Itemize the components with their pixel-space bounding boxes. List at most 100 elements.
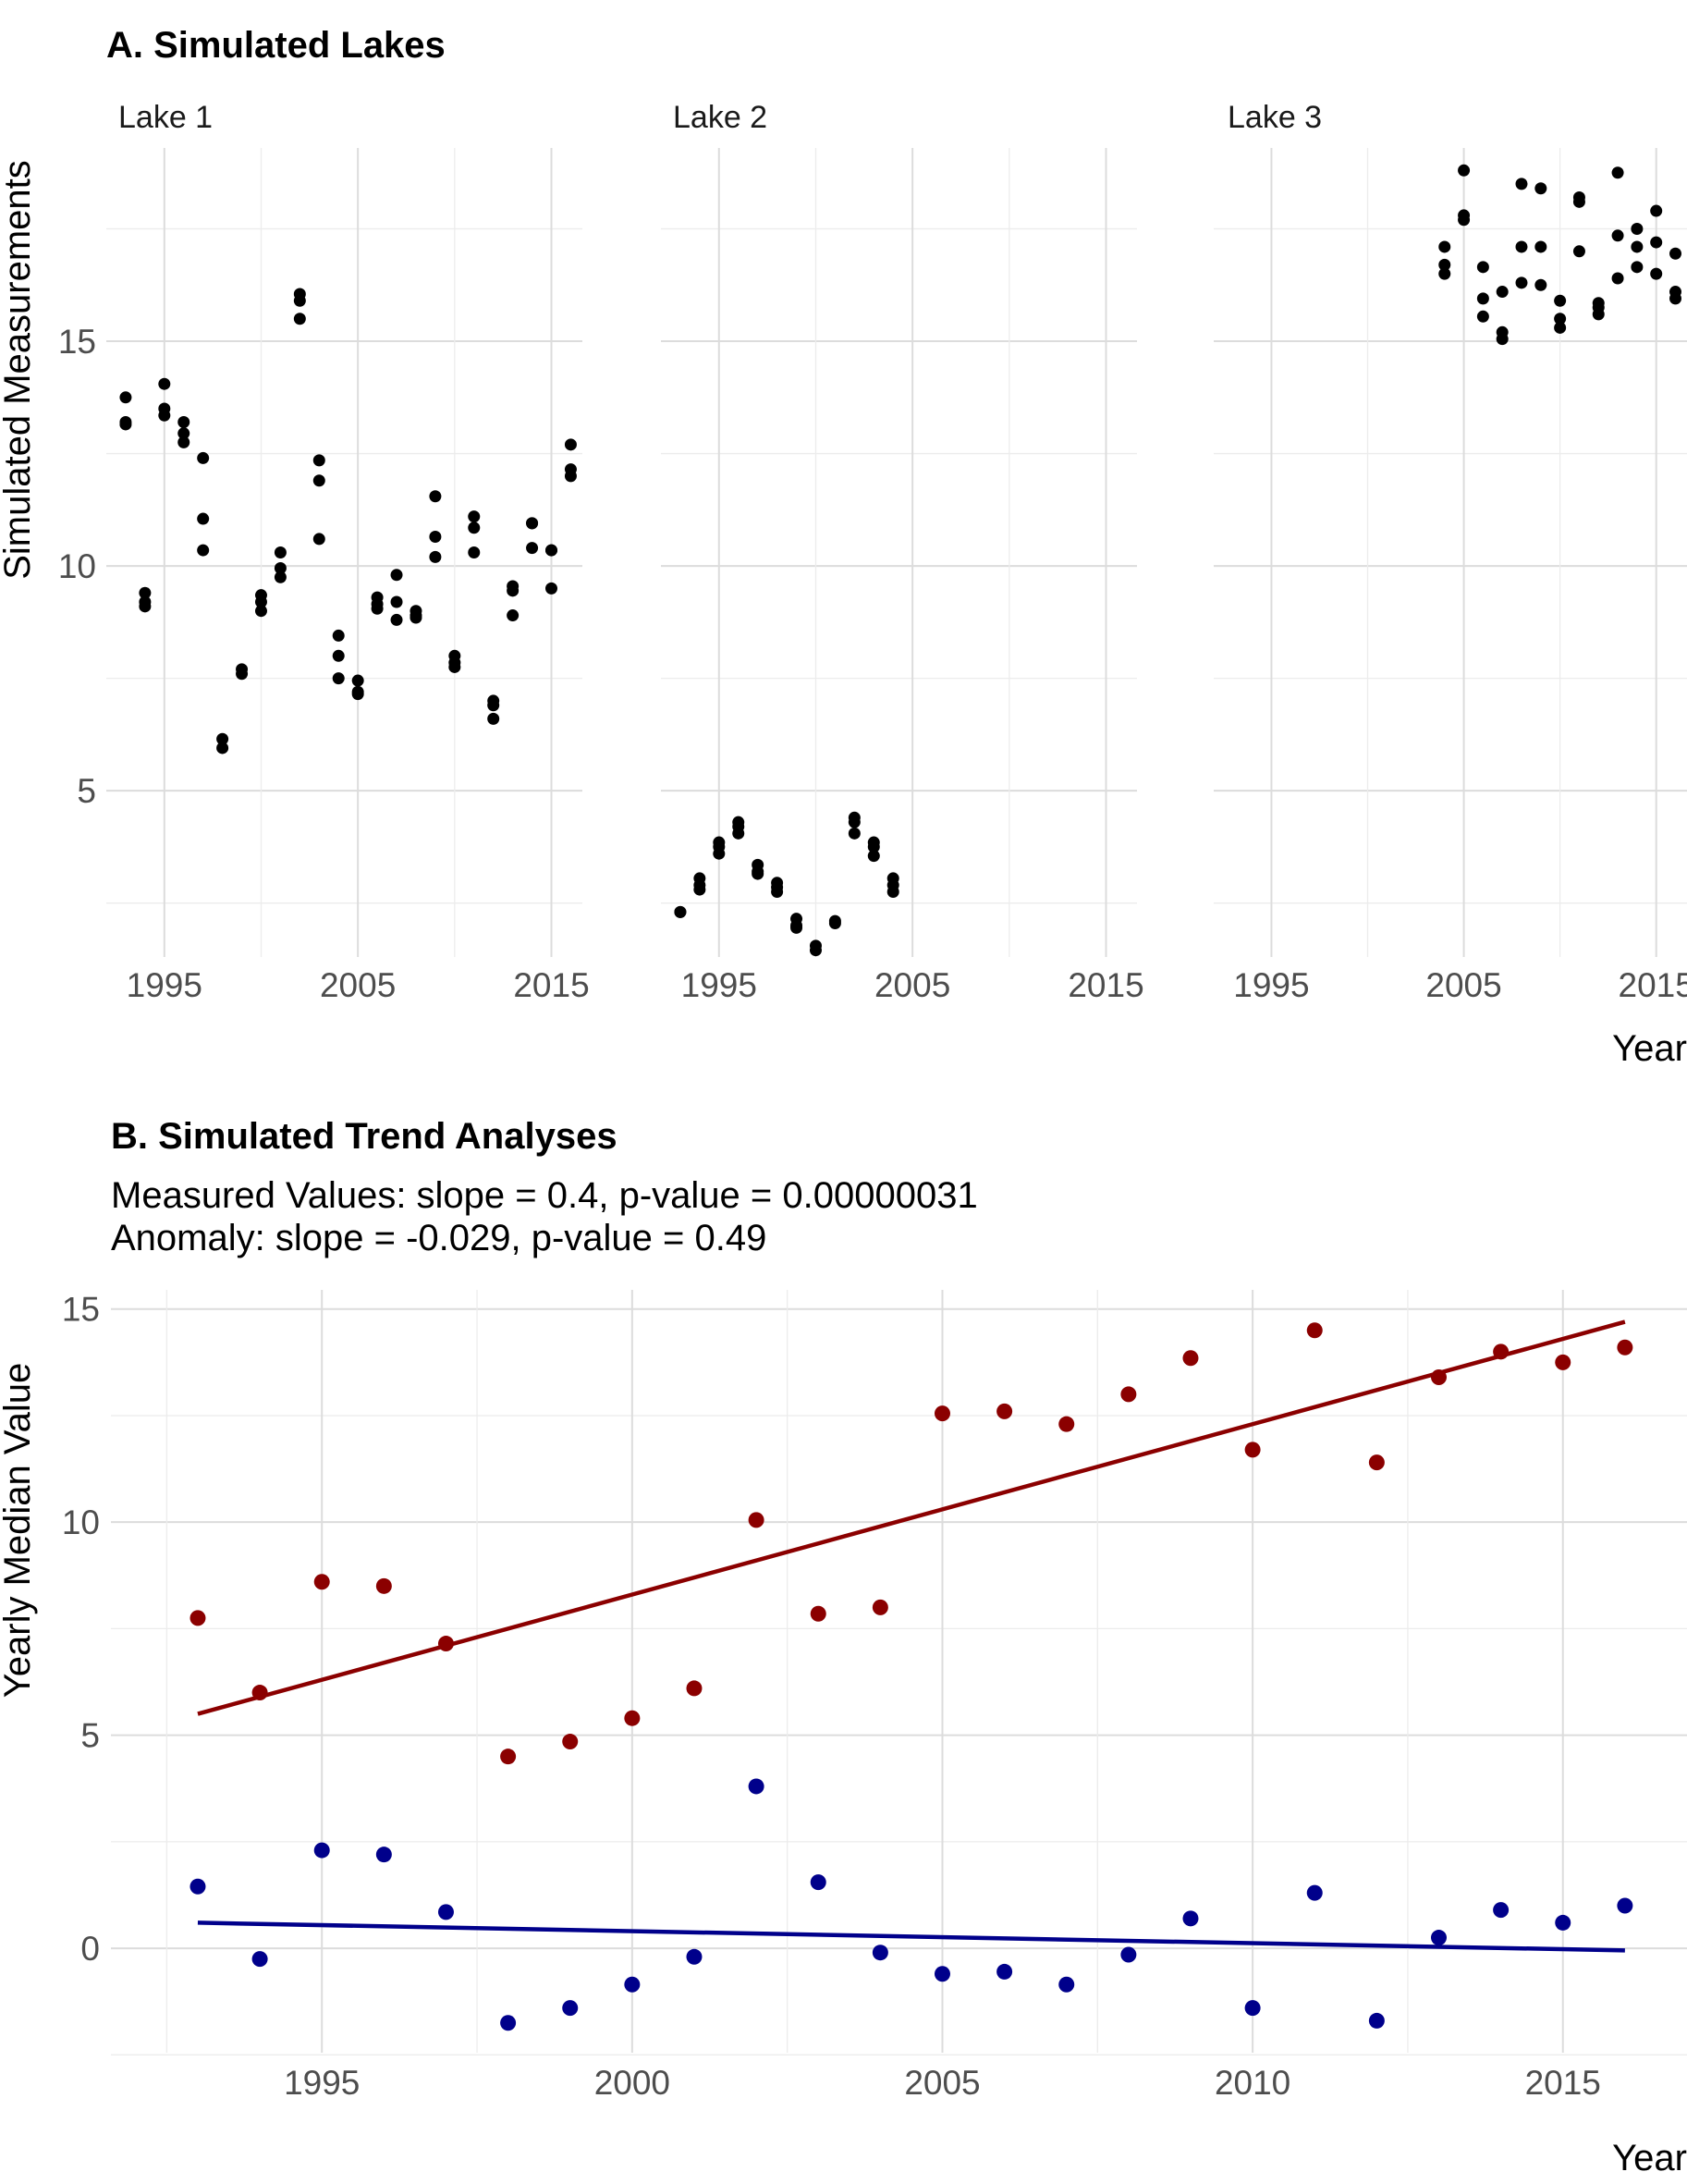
data-point-anomaly [996, 1963, 1013, 1980]
data-point [1458, 214, 1471, 227]
data-point [790, 921, 803, 934]
data-point [1438, 240, 1451, 253]
data-point-measured [1368, 1454, 1385, 1471]
data-point [197, 451, 210, 464]
data-point-measured [1617, 1339, 1633, 1356]
facet-label-lake-1: Lake 1 [118, 100, 213, 135]
data-point-measured [810, 1605, 826, 1622]
data-point-anomaly [810, 1874, 826, 1891]
data-point-measured [1306, 1322, 1323, 1339]
panel-b-y-axis-label: Yearly Median Value [0, 1363, 38, 1698]
panel-b-title: B. Simulated Trend Analyses [111, 1116, 617, 1157]
data-point [487, 699, 500, 712]
data-point [332, 629, 345, 642]
data-point [1650, 204, 1663, 217]
data-point [468, 510, 481, 523]
data-point [507, 584, 520, 597]
panel-b-plot: 0 5 10 15 1995 2000 2005 2010 2015 [62, 1290, 1687, 2102]
data-point-measured [1182, 1350, 1199, 1367]
data-point-anomaly [624, 1976, 641, 1993]
data-point [139, 586, 152, 599]
data-point [1631, 223, 1644, 235]
data-point [312, 533, 325, 546]
data-point-measured [189, 1610, 206, 1626]
data-point [274, 546, 287, 558]
data-point [564, 438, 577, 451]
data-point [752, 867, 764, 880]
panel-a-y-ticks: 5 10 15 [58, 323, 96, 810]
data-point [1554, 313, 1567, 325]
data-point-anomaly [748, 1778, 764, 1795]
data-point-anomaly [686, 1948, 703, 1965]
data-point [468, 546, 481, 558]
data-point [545, 582, 558, 595]
data-point [1572, 245, 1585, 258]
data-point-anomaly [1368, 2012, 1385, 2029]
x-tick-label: 2015 [1619, 966, 1687, 1004]
data-point [158, 377, 171, 390]
data-point [1458, 164, 1471, 177]
data-point [674, 905, 687, 918]
data-point [448, 660, 461, 673]
data-point [1592, 308, 1605, 321]
data-point-measured [996, 1403, 1013, 1419]
data-point [1611, 272, 1624, 285]
data-point [848, 816, 861, 828]
data-point [1476, 292, 1489, 305]
data-point [886, 886, 899, 899]
data-point [216, 732, 229, 745]
data-point-anomaly [562, 2000, 579, 2017]
data-point [274, 571, 287, 583]
data-point-anomaly [934, 1966, 950, 1982]
data-point-measured [1555, 1354, 1571, 1370]
data-point [254, 605, 267, 618]
data-point [139, 595, 152, 608]
data-point [1476, 261, 1489, 274]
data-point [371, 602, 384, 615]
data-point [1496, 333, 1509, 346]
data-point-measured [251, 1685, 268, 1701]
data-point-anomaly [1617, 1897, 1633, 1914]
data-point-anomaly [1493, 1902, 1510, 1919]
series-anomaly [189, 1778, 1633, 2031]
data-point-measured [748, 1512, 764, 1528]
data-point [1496, 286, 1509, 299]
y-tick-label: 5 [77, 772, 96, 810]
data-point [1669, 292, 1682, 305]
data-point [1515, 240, 1528, 253]
x-tick-label: 2005 [320, 966, 396, 1004]
data-point [1611, 166, 1624, 179]
data-point [693, 883, 706, 896]
data-point [429, 550, 442, 563]
x-tick-label: 2005 [874, 966, 950, 1004]
data-point [487, 712, 500, 725]
data-point-anomaly [1182, 1910, 1199, 1927]
data-point-anomaly [1058, 1976, 1075, 1993]
data-point [1572, 195, 1585, 208]
data-point [332, 649, 345, 662]
data-point [351, 674, 364, 687]
data-point [545, 544, 558, 557]
data-point [429, 530, 442, 543]
data-point [197, 512, 210, 525]
data-point-measured [437, 1636, 454, 1652]
data-point [1631, 240, 1644, 253]
data-point-measured [686, 1680, 703, 1697]
panel-a: A. Simulated Lakes Simulated Measurement… [0, 25, 1687, 1069]
data-point [1554, 321, 1567, 334]
data-point [254, 595, 267, 608]
data-point [312, 454, 325, 467]
data-point [526, 542, 539, 555]
data-point [1611, 229, 1624, 242]
data-point [507, 609, 520, 622]
data-point [848, 827, 861, 840]
data-point-anomaly [437, 1904, 454, 1920]
x-tick-label: 2015 [1525, 2064, 1601, 2102]
facet-lake-2: Lake 2 1995 2005 2015 [661, 100, 1144, 1004]
data-point [1515, 178, 1528, 190]
panel-b: B. Simulated Trend Analyses Measured Val… [0, 1116, 1687, 2178]
data-point [809, 944, 822, 957]
data-point [564, 470, 577, 483]
data-point [1554, 294, 1567, 307]
